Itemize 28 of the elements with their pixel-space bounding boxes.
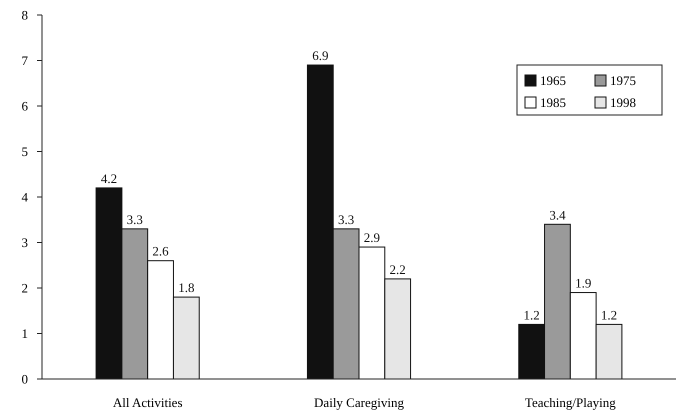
y-tick-label: 5 bbox=[22, 144, 28, 160]
data-label: 2.2 bbox=[390, 262, 406, 277]
data-label: 4.2 bbox=[100, 170, 118, 186]
y-tick-label: 1 bbox=[22, 326, 28, 342]
data-label: 1.9 bbox=[575, 276, 592, 291]
y-tick-label: 8 bbox=[22, 8, 28, 23]
legend-label: 1965 bbox=[540, 73, 566, 88]
data-label: 1.8 bbox=[178, 280, 194, 296]
data-label: 3.3 bbox=[338, 212, 354, 227]
data-label: 6.9 bbox=[312, 48, 328, 64]
y-tick-label: 3 bbox=[22, 235, 28, 250]
x-tick-label: Teaching/Playing bbox=[524, 395, 616, 410]
x-tick-label: Daily Caregiving bbox=[314, 395, 404, 410]
data-label: 1.2 bbox=[524, 307, 540, 322]
data-label: 1.2 bbox=[600, 307, 618, 322]
legend-label: 1985 bbox=[540, 95, 566, 110]
y-tick-label: 2 bbox=[22, 280, 28, 296]
legend-label: 1998 bbox=[610, 95, 636, 110]
y-tick-label: 4 bbox=[22, 190, 28, 205]
x-tick-label: All Activities bbox=[112, 395, 183, 410]
data-label: 3.4 bbox=[549, 207, 566, 222]
legend-label: 1975 bbox=[610, 73, 636, 88]
data-label: 3.3 bbox=[126, 212, 143, 227]
data-label: 2.6 bbox=[152, 244, 170, 259]
y-tick-label: 0 bbox=[22, 372, 28, 387]
y-tick-label: 6 bbox=[22, 98, 28, 114]
y-tick-label: 7 bbox=[22, 53, 28, 68]
data-label: 2.9 bbox=[364, 230, 380, 246]
